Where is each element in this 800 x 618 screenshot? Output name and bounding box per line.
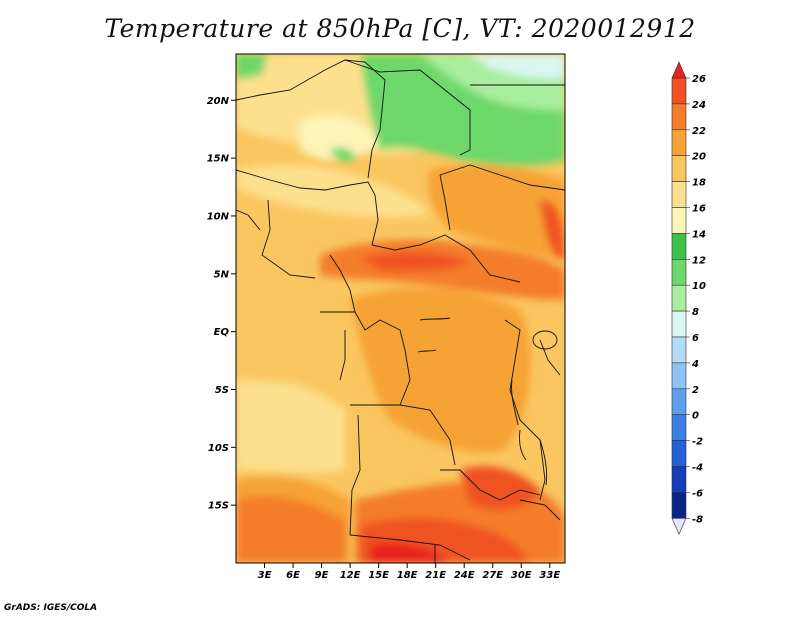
colorbar-level-label: -6 — [692, 488, 703, 499]
colorbar-swatch — [671, 233, 687, 260]
chart-title: Temperature at 850hPa [C], VT: 202001291… — [104, 14, 696, 43]
lat-tick-label: 10N — [207, 211, 230, 222]
colorbar-swatch — [671, 155, 687, 182]
lat-tick-label: 15S — [208, 501, 229, 512]
colorbar-swatch — [671, 207, 687, 234]
latitude-axis: 20N 15N 10N 5N EQ 5S 10S 15S — [207, 96, 236, 512]
lon-tick-label: 18E — [397, 570, 418, 581]
colorbar-swatch — [671, 77, 687, 105]
lat-tick-label: 10S — [208, 443, 229, 454]
colorbar-level-label: 4 — [691, 359, 699, 370]
colorbar-level-label: 8 — [692, 307, 699, 318]
colorbar-swatch — [671, 336, 687, 364]
lon-tick-label: 9E — [315, 570, 329, 581]
lat-tick-label: 15N — [207, 154, 230, 165]
lon-tick-label: 6E — [286, 570, 300, 581]
colorbar-level-label: 10 — [692, 281, 706, 292]
colorbar-swatch — [671, 103, 687, 131]
colorbar-level-label: 22 — [692, 126, 706, 137]
colorbar-level-label: 0 — [692, 411, 699, 422]
colorbar-swatch — [671, 129, 687, 157]
lat-tick-label: 5S — [215, 385, 229, 396]
colorbar-swatch — [671, 492, 687, 519]
colorbar-level-label: 20 — [692, 152, 706, 163]
lat-tick-label: EQ — [214, 327, 230, 338]
colorbar-swatch — [671, 440, 687, 467]
lon-tick-label: 15E — [368, 570, 389, 581]
colorbar-level-label: -2 — [692, 437, 703, 448]
colorbar-level-label: 2 — [692, 385, 699, 396]
lon-tick-label: 30E — [511, 570, 532, 581]
colorbar-swatch — [671, 310, 687, 338]
lon-tick-label: 27E — [482, 570, 503, 581]
longitude-axis: 3E 6E 9E 12E 15E 18E 21E 24E 27E 30E 33E — [258, 563, 560, 581]
colorbar-level-label: 26 — [692, 74, 706, 85]
lon-tick-label: 21E — [425, 570, 446, 581]
footer-credit: GrADS: IGES/COLA — [4, 603, 98, 613]
colorbar-level-label: 14 — [692, 229, 706, 240]
colorbar-top-arrow — [671, 61, 687, 79]
colorbar-swatch — [671, 362, 687, 390]
temperature-field — [236, 54, 565, 563]
colorbar-bottom-arrow — [671, 517, 687, 536]
colorbar-swatch — [671, 181, 687, 208]
country-borders — [236, 59, 565, 563]
lat-tick-label: 5N — [214, 269, 230, 280]
lake-outlines — [417, 317, 558, 486]
colorbar-swatch — [671, 388, 687, 415]
colorbar-level-label: -4 — [692, 463, 703, 474]
lon-tick-label: 12E — [340, 570, 361, 581]
colorbar-level-label: 6 — [692, 333, 699, 344]
plot-frame — [235, 53, 566, 564]
colorbar-swatch — [671, 466, 687, 493]
lon-tick-label: 3E — [258, 570, 272, 581]
lon-tick-label: 24E — [454, 570, 475, 581]
lat-tick-label: 20N — [207, 96, 230, 107]
colorbar-swatch — [671, 258, 687, 286]
colorbar-level-label: 24 — [692, 100, 706, 111]
colorbar-swatch — [671, 284, 687, 312]
colorbar-level-label: -8 — [692, 514, 703, 525]
colorbar-level-label: 12 — [692, 255, 706, 266]
colorbar-level-label: 18 — [692, 178, 706, 189]
lon-tick-label: 33E — [539, 570, 560, 581]
colorbar-level-label: 16 — [692, 204, 706, 215]
colorbar-swatch — [671, 414, 687, 441]
